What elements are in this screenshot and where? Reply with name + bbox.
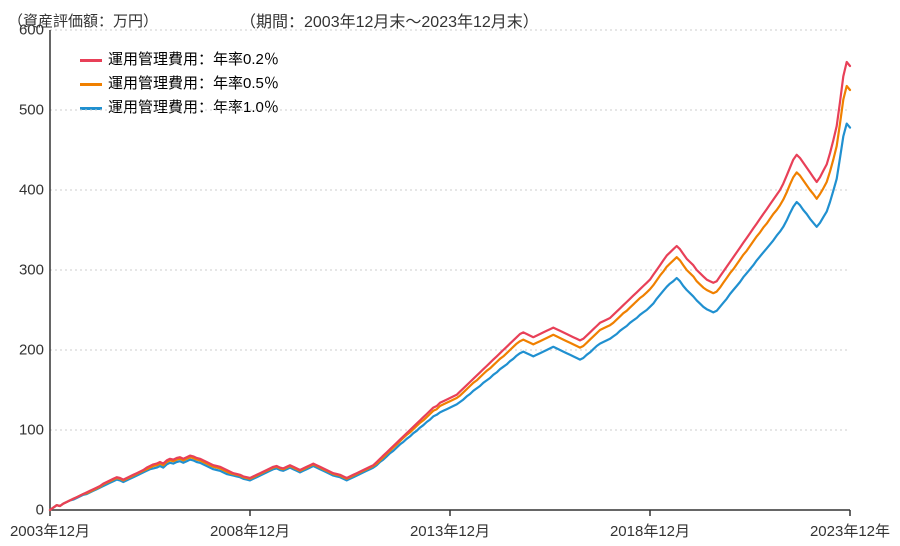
y-tick-label: 0 — [36, 502, 44, 519]
chart-container: （資産評価額：万円） （期間：2003年12月末～2023年12月末） 運用管理… — [0, 0, 900, 546]
y-tick-label: 500 — [19, 102, 44, 119]
x-tick-label: 2018年12月 — [610, 520, 690, 541]
x-tick-label: 2023年12年 — [810, 520, 890, 541]
plot-svg — [0, 0, 900, 546]
x-tick-label: 2003年12月 — [10, 520, 90, 541]
x-tick-label: 2008年12月 — [210, 520, 290, 541]
y-tick-label: 400 — [19, 182, 44, 199]
y-tick-label: 200 — [19, 342, 44, 359]
x-tick-label: 2013年12月 — [410, 520, 490, 541]
y-tick-label: 300 — [19, 262, 44, 279]
y-tick-label: 600 — [19, 22, 44, 39]
y-tick-label: 100 — [19, 422, 44, 439]
